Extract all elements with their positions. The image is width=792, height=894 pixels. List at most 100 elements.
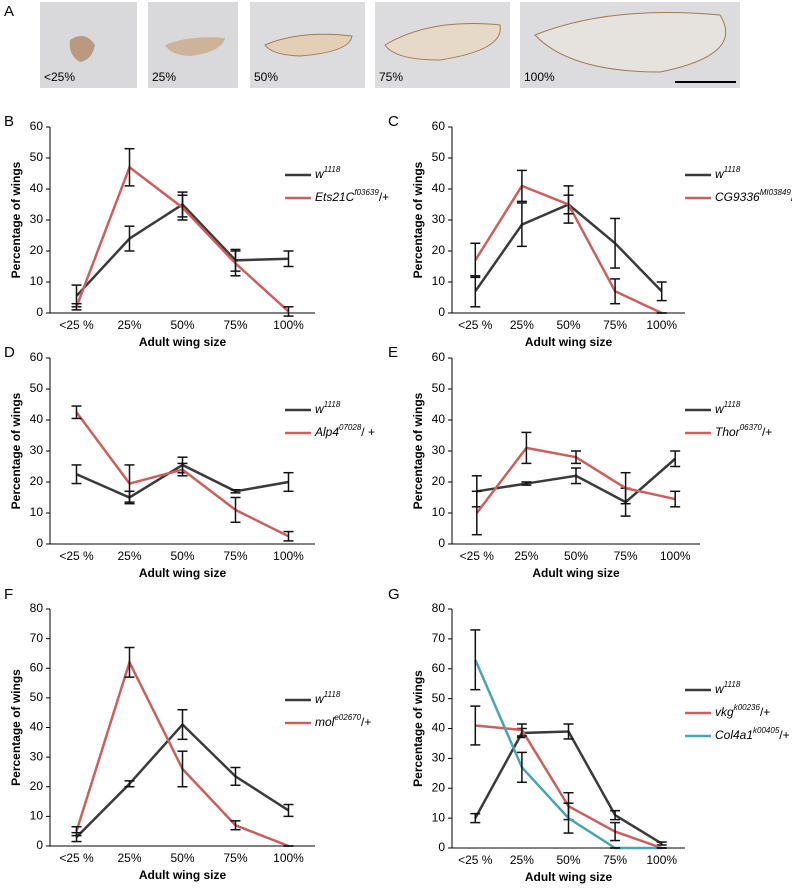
error-bar bbox=[71, 302, 82, 311]
legend-label: w1118 bbox=[315, 165, 341, 181]
legend-name: vkg bbox=[715, 705, 734, 719]
error-bar bbox=[563, 723, 574, 740]
x-axis-title: Adult wing size bbox=[139, 868, 227, 882]
x-axis-title: Adult wing size bbox=[139, 335, 227, 349]
legend-superscript: 1118 bbox=[724, 680, 741, 689]
y-tick-label: 40 bbox=[30, 720, 44, 734]
y-tick-label: 80 bbox=[432, 601, 446, 615]
x-tick-label: 25% bbox=[510, 318, 534, 332]
y-tick-label: 30 bbox=[432, 751, 446, 765]
legend-suffix: /+ bbox=[760, 705, 770, 719]
x-tick-label: <25 % bbox=[59, 851, 94, 865]
y-tick-label: 60 bbox=[30, 119, 44, 133]
legend-suffix: / + bbox=[361, 425, 375, 439]
y-tick-label: 80 bbox=[30, 601, 44, 615]
y-tick-label: 60 bbox=[30, 660, 44, 674]
error-bar bbox=[610, 278, 621, 305]
x-tick-label: 25% bbox=[117, 318, 141, 332]
x-tick-label: 75% bbox=[603, 853, 627, 867]
x-tick-label: 100% bbox=[273, 318, 304, 332]
x-tick-label: 75% bbox=[223, 851, 247, 865]
panel-label: A bbox=[4, 3, 14, 20]
legend-superscript: 1118 bbox=[324, 690, 341, 699]
x-tick-label: 50% bbox=[564, 549, 588, 563]
y-tick-label: 0 bbox=[438, 305, 445, 319]
legend-superscript: e02670 bbox=[334, 713, 361, 722]
wing-shape bbox=[384, 23, 501, 61]
x-tick-label: 100% bbox=[273, 851, 304, 865]
y-tick-label: 30 bbox=[432, 443, 446, 457]
y-tick-label: 10 bbox=[30, 274, 44, 288]
error-bar bbox=[563, 802, 574, 834]
error-bar bbox=[610, 821, 621, 842]
y-tick-label: 10 bbox=[432, 274, 446, 288]
legend-superscript: f03639 bbox=[354, 188, 379, 197]
error-bar bbox=[470, 629, 481, 691]
legend-superscript: k00236 bbox=[734, 703, 761, 712]
x-tick-label: 100% bbox=[660, 549, 691, 563]
wing-shape bbox=[165, 37, 225, 56]
legend-suffix: /+ bbox=[361, 715, 371, 729]
wing-label: 25% bbox=[152, 70, 176, 84]
error-bar bbox=[71, 405, 82, 420]
x-tick-label: 100% bbox=[646, 853, 677, 867]
legend-label: w1118 bbox=[715, 400, 741, 416]
y-tick-label: 60 bbox=[30, 350, 44, 364]
wing-images bbox=[40, 2, 740, 88]
legend-label: w1118 bbox=[715, 680, 741, 696]
legend-name: CG9336 bbox=[715, 190, 760, 204]
panel-label: G bbox=[388, 586, 400, 603]
x-tick-label: 50% bbox=[170, 318, 194, 332]
legend-suffix: /+ bbox=[779, 728, 789, 742]
y-tick-label: 40 bbox=[432, 181, 446, 195]
y-tick-label: 50 bbox=[432, 381, 446, 395]
wing-shape bbox=[264, 33, 353, 57]
y-tick-label: 20 bbox=[30, 779, 44, 793]
y-tick-label: 10 bbox=[432, 505, 446, 519]
error-bar bbox=[124, 225, 135, 252]
error-bar bbox=[470, 242, 481, 279]
wing-label: 75% bbox=[379, 70, 403, 84]
y-axis-title: Percentage of wings bbox=[9, 161, 23, 278]
error-bar bbox=[283, 306, 294, 317]
x-tick-label: 50% bbox=[556, 853, 580, 867]
legend-superscript: MI03849 bbox=[760, 188, 792, 197]
legend-superscript: k00405 bbox=[753, 726, 780, 735]
wing-shape bbox=[534, 12, 726, 73]
x-tick-label: 75% bbox=[614, 549, 638, 563]
legend-label: Col4a1k00405/+ bbox=[715, 726, 790, 742]
error-bar bbox=[610, 217, 621, 269]
y-tick-label: 0 bbox=[36, 536, 43, 550]
x-tick-label: <25 % bbox=[59, 549, 94, 563]
legend-name: w bbox=[315, 402, 325, 416]
x-axis-title: Adult wing size bbox=[532, 566, 620, 580]
y-axis-title: Percentage of wings bbox=[9, 669, 23, 786]
error-bar bbox=[71, 825, 82, 837]
y-tick-label: 0 bbox=[36, 838, 43, 852]
y-tick-label: 0 bbox=[36, 305, 43, 319]
legend-superscript: 06370 bbox=[740, 423, 763, 432]
panel-label: C bbox=[388, 113, 399, 130]
y-tick-label: 20 bbox=[432, 780, 446, 794]
error-bar bbox=[177, 750, 188, 788]
error-bar bbox=[230, 489, 241, 494]
y-tick-label: 10 bbox=[30, 809, 44, 823]
error-bar bbox=[177, 708, 188, 741]
error-bar bbox=[516, 723, 527, 737]
error-bar bbox=[230, 820, 241, 831]
error-bar bbox=[470, 705, 481, 746]
y-tick-label: 50 bbox=[30, 690, 44, 704]
x-tick-label: 50% bbox=[556, 318, 580, 332]
x-axis-title: Adult wing size bbox=[525, 335, 613, 349]
legend-name: w bbox=[715, 402, 725, 416]
panel-label: D bbox=[4, 344, 15, 361]
legend-label: w1118 bbox=[315, 400, 341, 416]
error-bar bbox=[521, 431, 532, 465]
y-tick-label: 60 bbox=[432, 350, 446, 364]
legend-label: Alp407028/ + bbox=[314, 423, 375, 439]
x-tick-label: 50% bbox=[170, 549, 194, 563]
x-tick-label: <25 % bbox=[460, 549, 495, 563]
error-bar bbox=[124, 646, 135, 678]
legend-superscript: 1118 bbox=[324, 165, 341, 174]
wing-label: 50% bbox=[254, 70, 278, 84]
